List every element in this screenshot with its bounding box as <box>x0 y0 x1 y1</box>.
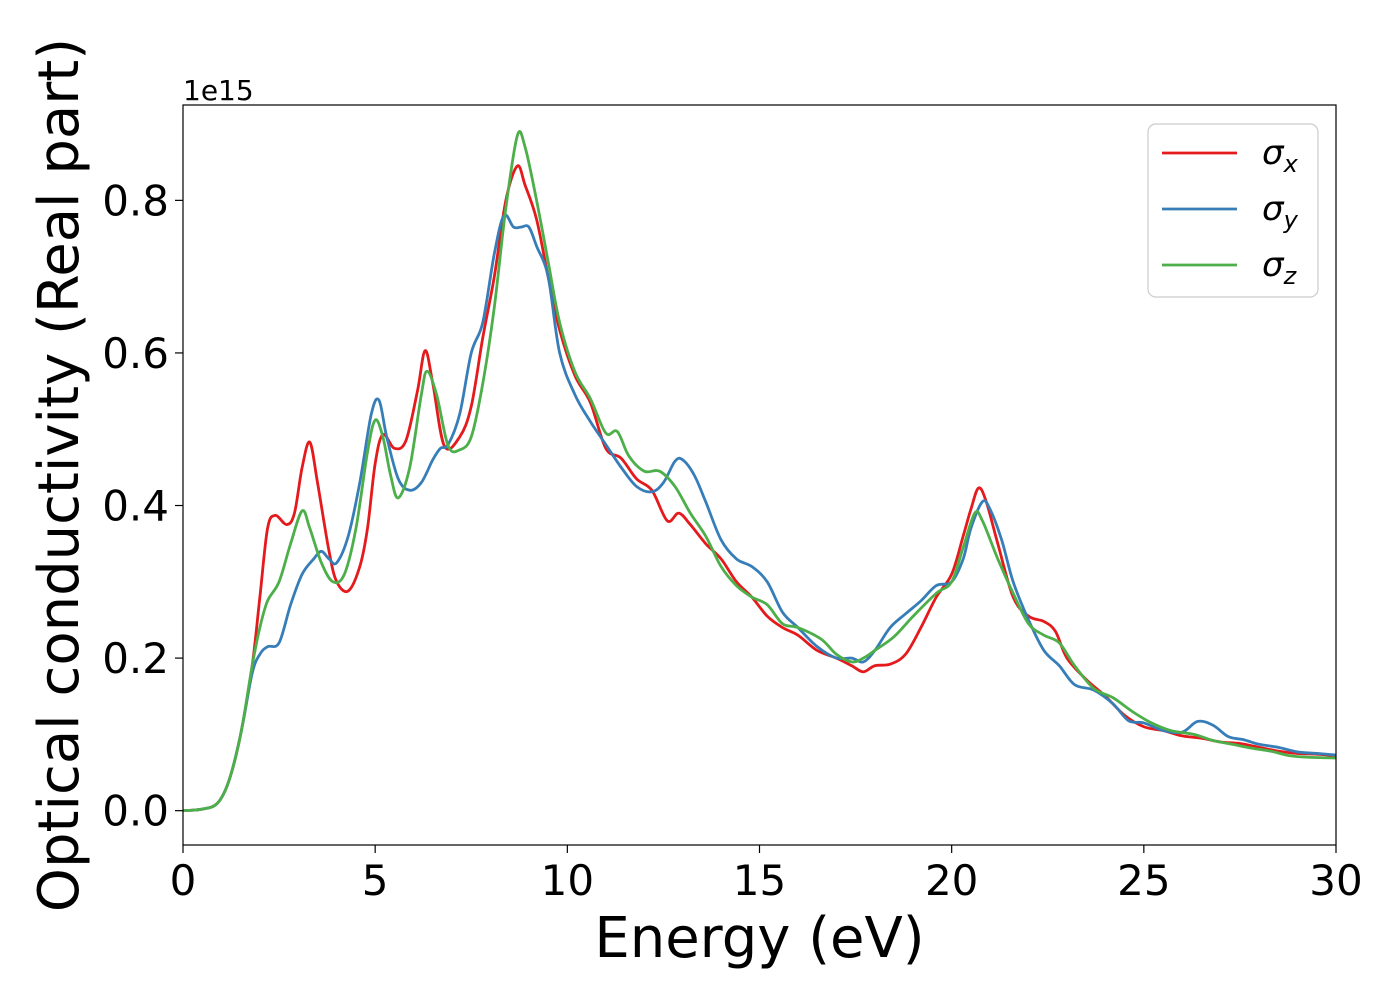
y-axis: 0.0 0.2 0.4 0.6 0.8 <box>102 176 183 836</box>
y-tick-label: 0.2 <box>102 634 169 683</box>
y-axis-title: Optical conductivity (Real part) <box>27 38 92 912</box>
y-offset-label: 1e15 <box>183 74 254 107</box>
x-tick-label: 15 <box>733 856 786 905</box>
x-tick-label: 20 <box>925 856 978 905</box>
x-axis-title: Energy (eV) <box>594 906 924 971</box>
x-tick-label: 30 <box>1309 856 1362 905</box>
y-tick-label: 0.8 <box>102 176 169 225</box>
x-tick-label: 25 <box>1117 856 1170 905</box>
legend-label-z: σz <box>1262 245 1298 290</box>
x-tick-label: 10 <box>541 856 594 905</box>
y-tick-label: 0.0 <box>102 787 169 836</box>
legend-label-x: σx <box>1262 133 1299 178</box>
x-tick-label: 0 <box>170 856 197 905</box>
legend-frame <box>1147 123 1319 298</box>
x-axis: 0 5 10 15 20 25 30 <box>170 845 1363 905</box>
series-line-y <box>183 213 1336 813</box>
y-tick-label: 0.4 <box>102 482 169 531</box>
series-layer <box>183 130 1336 813</box>
x-tick-label: 5 <box>362 856 389 905</box>
series-line-z <box>183 130 1336 813</box>
legend-label-y: σy <box>1262 189 1299 234</box>
legend: σx σy σz <box>1147 123 1319 298</box>
y-tick-label: 0.6 <box>102 329 169 378</box>
